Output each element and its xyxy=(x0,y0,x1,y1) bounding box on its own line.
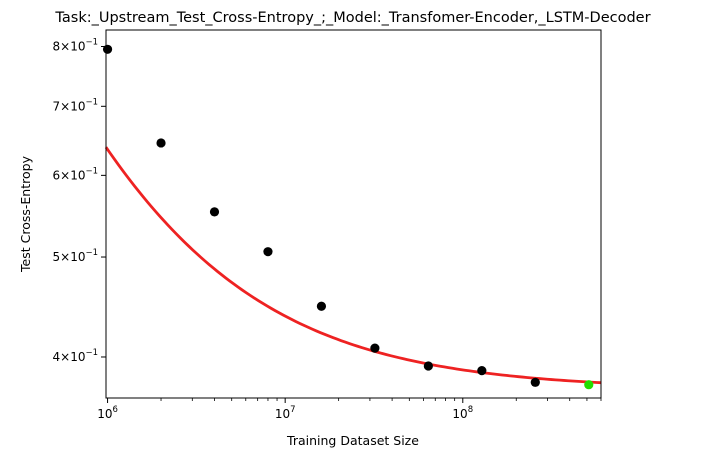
data-point xyxy=(209,207,220,217)
y-tick-label: 6×10−1 xyxy=(53,166,99,182)
data-point xyxy=(530,377,540,387)
plot-frame xyxy=(105,29,602,399)
chart-title: Task:_Upstream_Test_Cross-Entropy_;_Mode… xyxy=(54,10,650,26)
y-tick-label: 7×10−1 xyxy=(53,97,99,113)
highlight-point xyxy=(584,380,594,390)
fit-curve xyxy=(104,146,602,385)
data-point xyxy=(423,361,433,371)
y-tick-label: 8×10−1 xyxy=(53,37,99,53)
x-axis-label: Training Dataset Size xyxy=(286,433,419,448)
data-point xyxy=(156,138,166,148)
y-tick-label: 5×10−1 xyxy=(53,248,99,264)
data-point xyxy=(263,247,273,257)
data-point xyxy=(477,366,487,376)
x-tick-label: 106 xyxy=(97,405,118,421)
x-tick-label: 107 xyxy=(275,405,296,421)
data-point xyxy=(370,343,380,353)
data-point xyxy=(102,44,113,54)
plot-area xyxy=(106,30,601,398)
data-point xyxy=(316,301,327,311)
y-axis-label: Test Cross-Entropy xyxy=(18,155,33,273)
y-tick-label: 4×10−1 xyxy=(53,348,99,364)
x-tick-label: 108 xyxy=(452,405,473,421)
